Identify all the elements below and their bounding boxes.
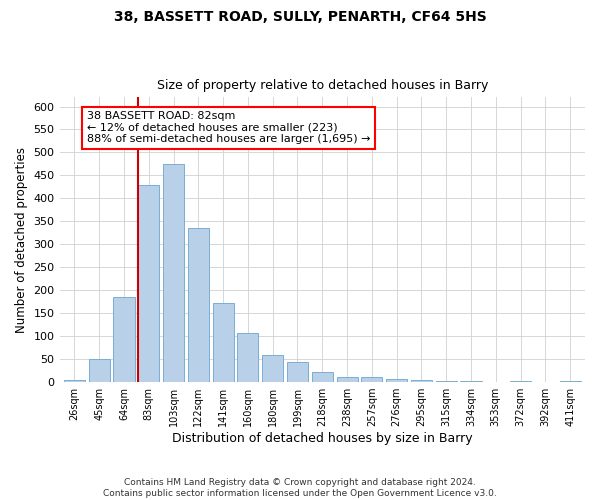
Bar (188, 228, 209, 382)
Bar (361, 378, 382, 382)
Bar (262, 354, 283, 382)
Bar (337, 378, 358, 382)
Bar (138, 184, 160, 382)
Text: 38, BASSETT ROAD, SULLY, PENARTH, CF64 5HS: 38, BASSETT ROAD, SULLY, PENARTH, CF64 5… (113, 10, 487, 24)
Bar (89, 359, 110, 382)
Bar (510, 381, 531, 382)
Y-axis label: Number of detached properties: Number of detached properties (15, 146, 28, 332)
X-axis label: Distribution of detached houses by size in Barry: Distribution of detached houses by size … (172, 432, 473, 445)
Bar (212, 303, 233, 382)
Bar (411, 380, 432, 382)
Bar (287, 362, 308, 382)
Bar (560, 381, 581, 382)
Bar (163, 164, 184, 382)
Bar (386, 379, 407, 382)
Bar (64, 380, 85, 382)
Bar (436, 380, 457, 382)
Bar (460, 381, 482, 382)
Text: 38 BASSETT ROAD: 82sqm
← 12% of detached houses are smaller (223)
88% of semi-de: 38 BASSETT ROAD: 82sqm ← 12% of detached… (87, 111, 370, 144)
Bar (238, 333, 259, 382)
Text: Contains HM Land Registry data © Crown copyright and database right 2024.
Contai: Contains HM Land Registry data © Crown c… (103, 478, 497, 498)
Bar (113, 297, 134, 382)
Title: Size of property relative to detached houses in Barry: Size of property relative to detached ho… (157, 79, 488, 92)
Bar (312, 372, 333, 382)
